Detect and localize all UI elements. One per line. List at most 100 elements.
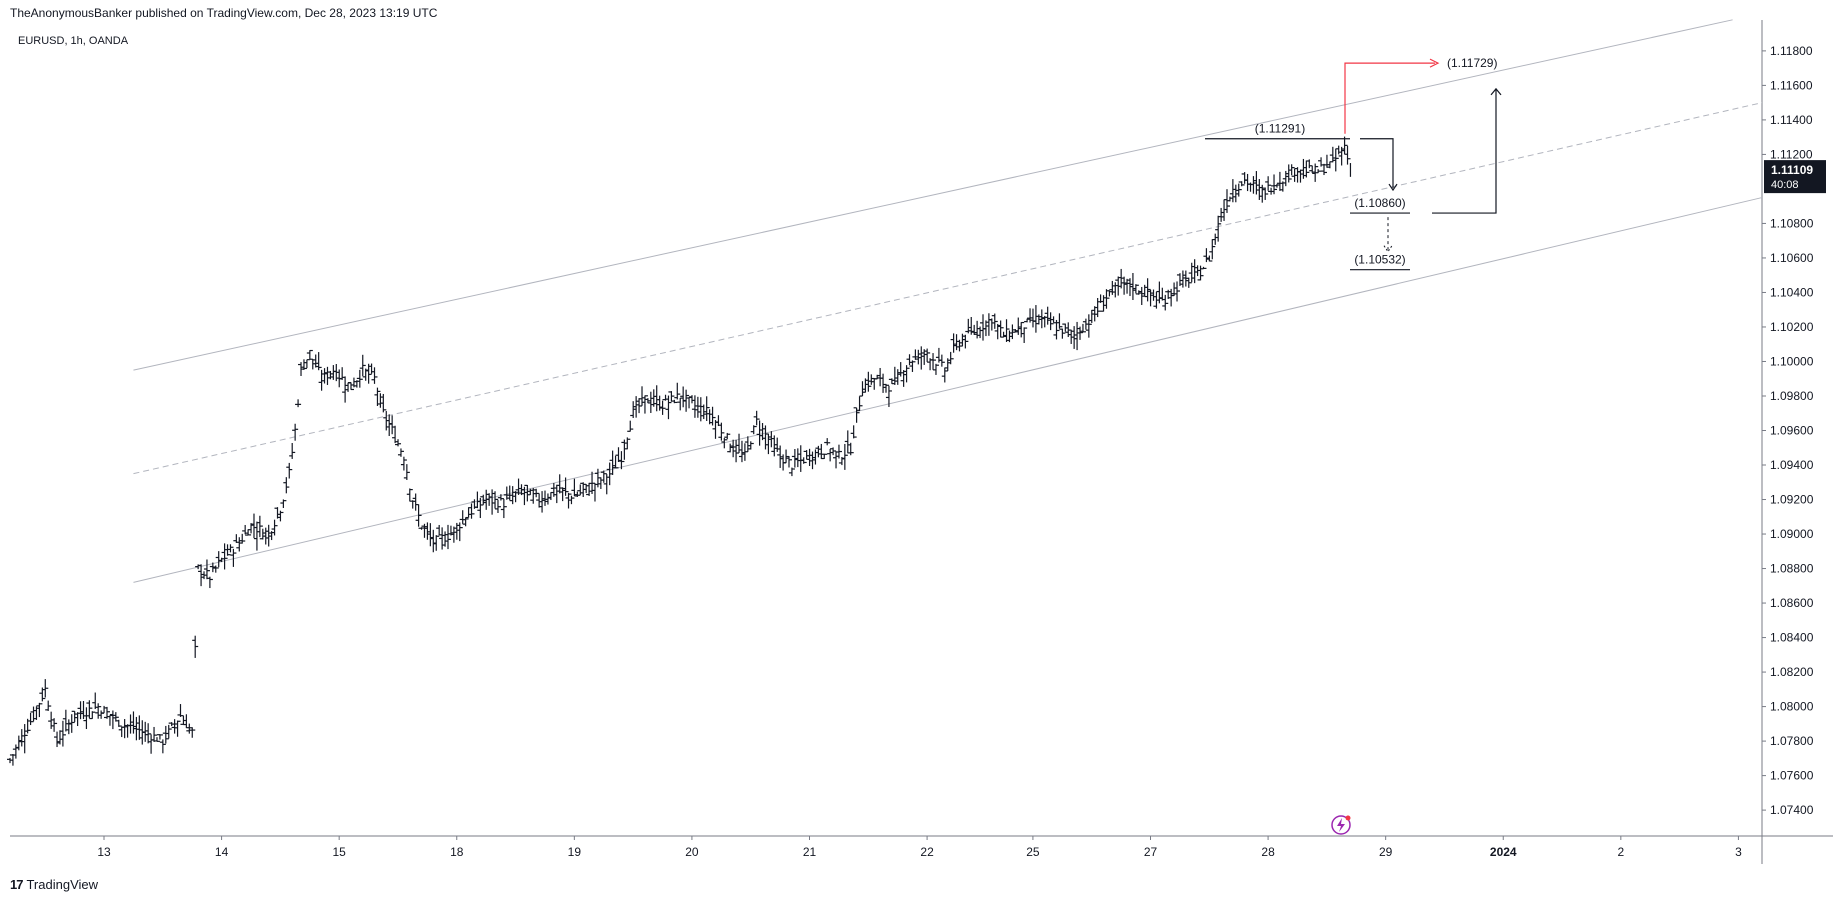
channel-lines	[133, 19, 1763, 583]
price-bar	[788, 467, 795, 477]
price-bar	[127, 714, 134, 734]
price-bar	[468, 503, 475, 519]
price-bar	[1132, 284, 1139, 294]
price-bar	[259, 528, 266, 540]
deep-pullback-arrowhead	[1383, 245, 1393, 253]
y-tick-label: 1.09600	[1770, 424, 1814, 438]
price-bar	[785, 455, 792, 468]
price-bar	[727, 443, 734, 453]
price-bar	[115, 719, 122, 727]
price-bar	[597, 477, 604, 489]
price-bar	[74, 712, 81, 727]
price-bar	[95, 703, 102, 719]
price-bar	[65, 719, 72, 735]
price-bar	[101, 705, 108, 714]
price-bar	[536, 493, 543, 508]
price-bar	[1185, 277, 1192, 288]
x-tick-label: 22	[920, 845, 934, 859]
price-bar	[183, 714, 190, 729]
price-bar	[36, 702, 43, 718]
price-bar	[1221, 199, 1228, 221]
price-bar	[671, 399, 678, 404]
price-bar	[683, 389, 690, 412]
price-bar	[988, 318, 995, 331]
price-bar	[856, 396, 863, 412]
current-price-tag-bg	[1764, 160, 1826, 194]
price-bar	[397, 448, 404, 457]
price-bar	[1071, 326, 1078, 349]
price-bar	[303, 359, 310, 369]
price-bar	[439, 527, 446, 550]
price-bar	[227, 544, 234, 553]
price-bar	[295, 399, 302, 408]
price-bar	[436, 524, 443, 536]
price-bar	[938, 354, 945, 367]
price-bar	[609, 450, 616, 475]
price-bar	[703, 396, 710, 421]
price-bar	[1323, 154, 1330, 168]
price-bar	[430, 529, 437, 553]
price-bar	[1077, 326, 1084, 340]
price-bar	[709, 406, 716, 426]
price-bar	[1197, 265, 1204, 281]
price-bar	[1056, 313, 1063, 329]
price-bar	[668, 391, 675, 402]
price-bar	[400, 456, 407, 471]
footer-brand-label: TradingView	[26, 877, 99, 892]
price-bar	[318, 369, 325, 391]
price-bar	[377, 393, 384, 408]
price-bar	[445, 524, 451, 550]
price-bar	[1044, 306, 1051, 325]
price-bar	[877, 367, 884, 387]
price-bar	[653, 385, 660, 412]
price-bar	[1003, 319, 1010, 342]
price-bar	[812, 449, 819, 465]
tradingview-flash-icon[interactable]	[1331, 815, 1351, 835]
price-bar	[1276, 171, 1283, 191]
time-scale[interactable]: 13 14 15 18 19 20 21 22 25 27 28 29 2024 2 3	[97, 836, 1742, 859]
price-bar	[353, 380, 360, 388]
price-bar	[624, 437, 631, 450]
channel-middle-line	[133, 102, 1763, 475]
price-bars	[7, 136, 1352, 766]
price-bar	[965, 318, 972, 334]
price-bar	[659, 400, 666, 415]
price-bar	[633, 396, 640, 418]
y-tick-label: 1.10200	[1770, 320, 1814, 334]
price-bar	[1215, 215, 1222, 242]
price-bar	[1288, 164, 1295, 176]
price-bar	[392, 425, 399, 444]
price-bar	[953, 334, 960, 351]
price-bar	[142, 721, 149, 742]
price-bar	[421, 523, 428, 538]
price-bar	[803, 450, 810, 460]
price-bar	[365, 363, 372, 384]
price-bar	[206, 576, 213, 589]
price-bar	[542, 490, 549, 506]
price-bar	[212, 565, 219, 573]
price-bar	[1244, 173, 1251, 192]
price-bar	[409, 500, 416, 509]
price-bar	[571, 478, 578, 497]
price-bar	[1024, 318, 1031, 323]
price-bar	[941, 367, 948, 383]
price-bar	[54, 731, 61, 748]
price-bar	[192, 635, 199, 658]
footer-brand[interactable]: 17 TradingView	[10, 877, 98, 892]
price-scale[interactable]: 1.11800 1.11600 1.11400 1.11200 1.10800 1.106…	[1762, 44, 1814, 817]
price-bar	[1153, 291, 1160, 309]
price-bar	[697, 397, 704, 422]
price-bar	[56, 730, 63, 745]
price-bar	[1309, 165, 1316, 173]
symbol-info[interactable]: EURUSD, 1h, OANDA	[18, 35, 129, 47]
price-bar	[656, 395, 663, 411]
price-bar	[888, 378, 895, 385]
price-bar	[1059, 328, 1066, 339]
price-bar	[71, 710, 78, 722]
tradingview-logo-icon: 17	[10, 877, 24, 892]
target-label: (1.11729)	[1447, 56, 1497, 70]
price-bar	[1341, 136, 1348, 155]
price-bar	[583, 483, 590, 494]
annotations: (1.11291) (1.11729) (1.10860) (1.10532)	[1205, 56, 1502, 271]
